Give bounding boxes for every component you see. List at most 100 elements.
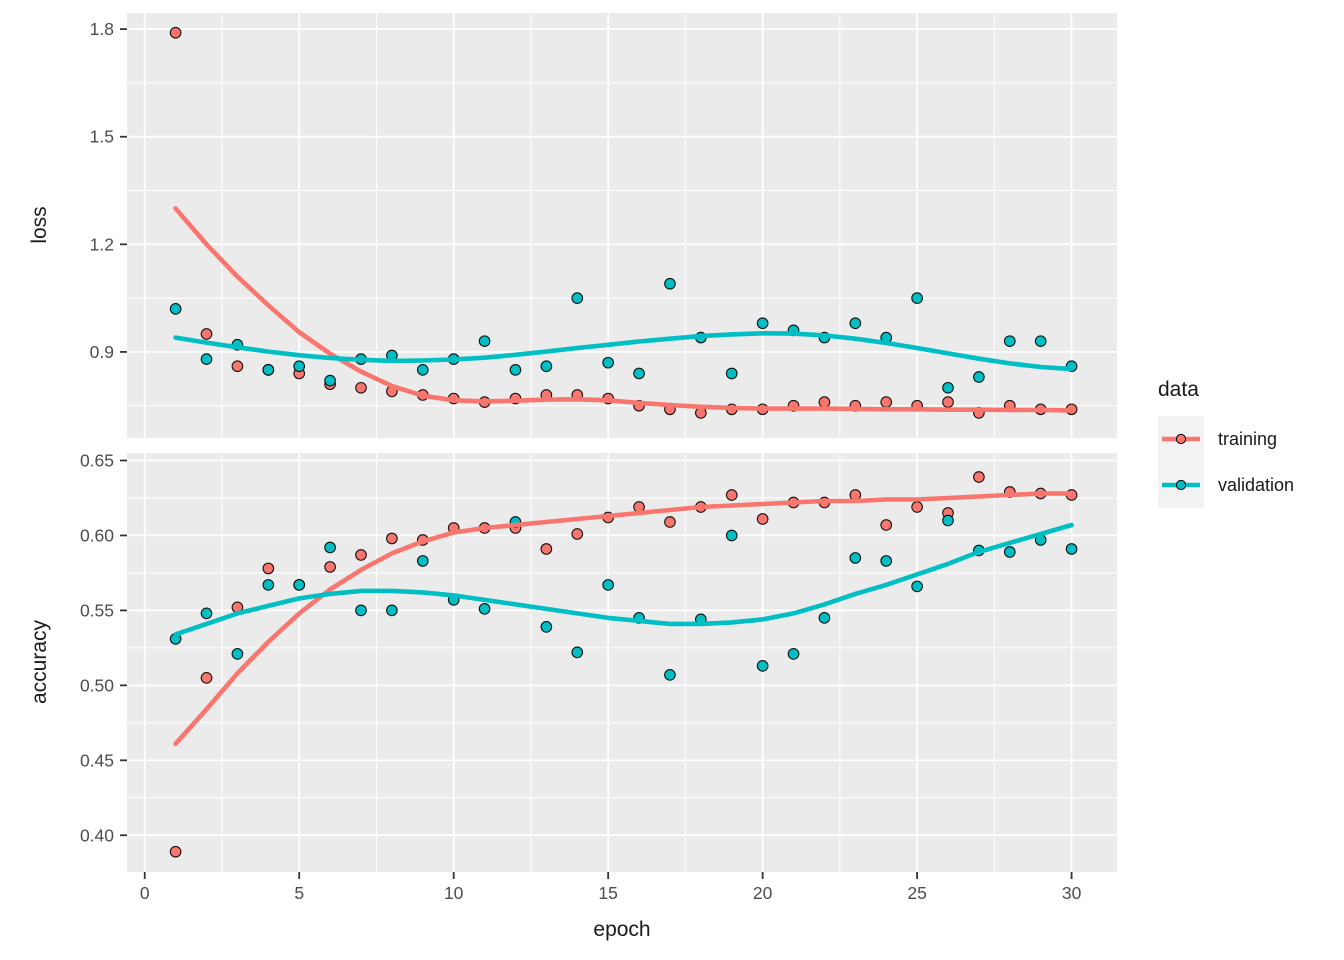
training-point <box>355 549 367 561</box>
training-point <box>169 26 182 39</box>
validation-point <box>880 555 893 567</box>
training-point <box>942 396 954 408</box>
legend-entry-training: training <box>1158 416 1294 462</box>
y-tick-label: 1.8 <box>90 19 114 39</box>
validation-point <box>942 381 954 394</box>
validation-point <box>973 371 985 383</box>
y-tick-label: 0.60 <box>80 525 114 545</box>
validation-point <box>478 335 491 348</box>
panel-accuracy: 0.40 0.45 0.50 0.55 0.60 0.65 <box>80 450 1117 872</box>
validation-point <box>200 607 213 620</box>
training-point <box>355 381 367 394</box>
y-axis-title-loss: loss <box>28 206 51 244</box>
y-tick-label: 0.65 <box>80 450 114 470</box>
validation-smooth-line <box>173 331 1074 372</box>
training-point <box>911 501 923 513</box>
x-tick-label: 20 <box>753 883 773 903</box>
training-point <box>973 471 985 483</box>
validation-point <box>293 579 306 591</box>
validation-point <box>231 648 244 660</box>
training-smooth-line <box>173 206 1074 413</box>
y-tick-label: 0.45 <box>80 750 114 770</box>
validation-point <box>911 580 923 593</box>
x-tick-label: 15 <box>598 883 617 903</box>
legend-title: data <box>1158 378 1199 401</box>
gridlines-major <box>127 13 1117 438</box>
training-point <box>725 489 738 501</box>
legend-key-training <box>1158 416 1204 462</box>
y-axis-ticks: 0.40 0.45 0.50 0.55 0.60 0.65 <box>80 450 127 845</box>
y-tick-label: 1.5 <box>90 127 114 147</box>
validation-point <box>262 364 275 376</box>
y-tick-label: 1.2 <box>90 234 114 254</box>
validation-point <box>540 360 553 373</box>
legend-label-validation: validation <box>1218 474 1295 495</box>
training-point <box>756 513 769 525</box>
validation-point <box>200 353 213 365</box>
validation-point <box>324 541 336 554</box>
training-point <box>262 562 275 575</box>
training-point <box>169 845 182 858</box>
x-tick-label: 0 <box>140 883 150 903</box>
validation-point <box>478 603 491 615</box>
training-point <box>231 360 244 373</box>
legend-entry-validation: validation <box>1158 462 1294 508</box>
validation-point <box>386 604 398 617</box>
x-tick-label: 30 <box>1062 883 1082 903</box>
validation-points <box>169 514 1078 681</box>
training-point <box>200 672 213 684</box>
validation-point <box>1003 546 1016 558</box>
training-point <box>664 516 676 528</box>
validation-smooth-line <box>173 522 1074 637</box>
validation-point <box>602 579 615 591</box>
validation-point <box>169 303 182 315</box>
training-point <box>540 543 553 555</box>
training-key-icon <box>1162 433 1200 445</box>
validation-point <box>664 669 676 681</box>
validation-points <box>169 277 1078 394</box>
x-axis-title: epoch <box>593 918 651 941</box>
validation-point <box>725 529 738 542</box>
panel-loss: 0.9 1.2 1.5 1.8 <box>90 13 1117 438</box>
validation-point <box>725 367 738 380</box>
legend: data training validation <box>1158 378 1294 508</box>
gridlines-major <box>127 453 1117 872</box>
training-point <box>200 328 213 340</box>
training-point <box>386 532 398 545</box>
training-point <box>324 561 336 573</box>
validation-point <box>324 374 336 387</box>
training-point <box>880 519 893 531</box>
x-tick-label: 5 <box>294 883 304 903</box>
legend-key-validation <box>1158 462 1204 508</box>
panel-background <box>127 13 1117 438</box>
y-axis-ticks: 0.9 1.2 1.5 1.8 <box>90 19 127 362</box>
validation-point <box>942 514 954 527</box>
training-point <box>880 396 893 408</box>
validation-point <box>756 317 769 330</box>
validation-point <box>602 356 615 369</box>
training-point <box>818 396 831 408</box>
validation-point <box>849 552 862 564</box>
y-axis-title-accuracy: accuracy <box>28 619 51 705</box>
validation-point <box>849 317 862 330</box>
y-tick-label: 0.40 <box>80 825 114 845</box>
y-tick-label: 0.50 <box>80 675 114 695</box>
validation-point <box>818 612 831 624</box>
validation-point <box>911 292 923 304</box>
legend-label-training: training <box>1218 428 1278 449</box>
validation-key-icon <box>1162 479 1200 491</box>
validation-point <box>540 621 553 633</box>
x-axis-ticks: 0 5 10 15 20 25 30 <box>140 872 1082 903</box>
validation-point <box>664 277 676 290</box>
validation-point <box>1065 543 1078 555</box>
validation-point <box>416 364 429 376</box>
validation-point <box>262 579 275 591</box>
validation-point <box>633 367 645 380</box>
training-point <box>571 528 584 540</box>
validation-point <box>416 555 429 567</box>
y-tick-label: 0.9 <box>90 342 114 362</box>
validation-point <box>787 648 800 660</box>
